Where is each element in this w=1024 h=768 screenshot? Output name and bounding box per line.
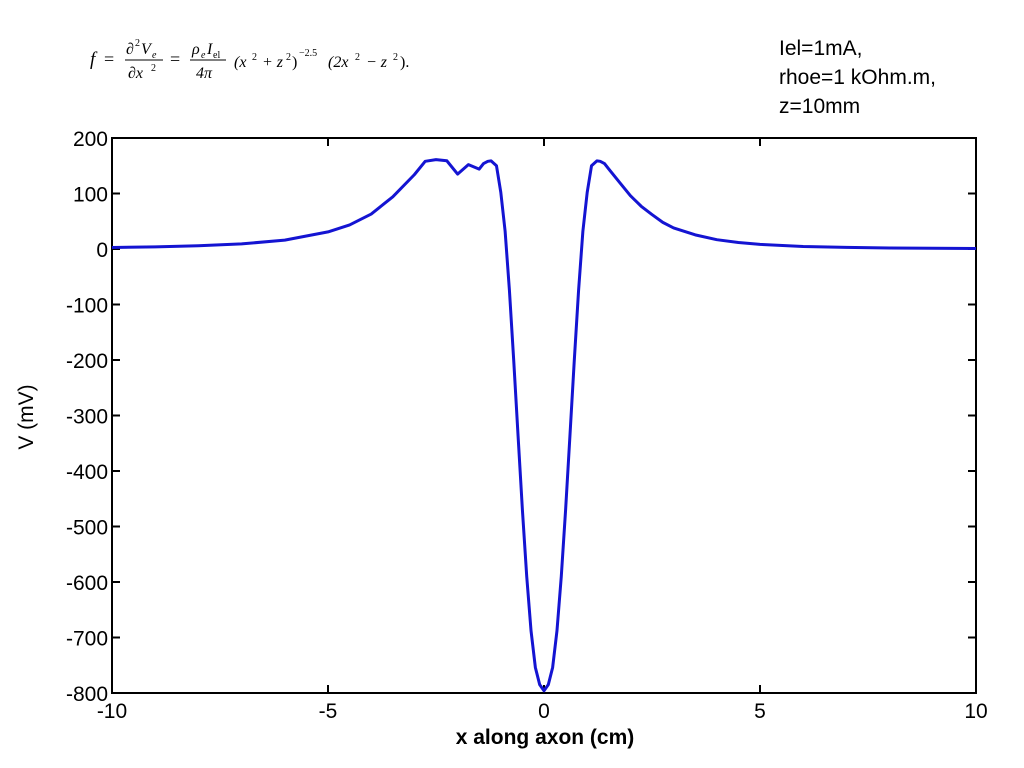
x-tick-label: -5 [319,700,338,723]
formula-x2z2: (x [234,54,246,71]
formula-tail-close: ). [400,54,409,71]
y-tick-label: -300 [66,406,108,429]
tick-marks [111,137,977,694]
formula-equals: = [170,49,180,69]
x-tick-label: 5 [754,700,766,723]
formula-el-sub: el [213,50,220,61]
x-tick-label: 0 [538,700,550,723]
parameter-annotation: Iel=1mA, rhoe=1 kOhm.m, z=10mm [779,34,936,121]
plot-frame [111,137,977,694]
x-axis-label: x along axon (cm) [456,726,635,749]
formula-i: I [206,41,213,58]
param-distance: z=10mm [779,95,861,118]
formula-tail-open: (2x [328,54,348,71]
y-tick-label: 200 [73,128,108,151]
y-axis-label: V (mV) [15,384,38,449]
param-resistivity: rhoe=1 kOhm.m, [779,66,936,89]
series-line [111,158,977,693]
formula-sq: 2 [252,52,257,63]
y-tick-label: 100 [73,184,108,207]
y-tick-label: -700 [66,628,108,651]
y-tick-label: 0 [96,239,108,262]
formula-sq: 2 [151,63,156,74]
formula-plus-z: + z [262,54,284,71]
y-tick-label: -500 [66,517,108,540]
formula-four-pi: 4π [196,65,213,82]
formula-sq: 2 [393,52,398,63]
formula-close: ) [292,54,297,71]
plot-axes [111,137,977,694]
x-tick-label: -10 [97,700,127,723]
formula-sq: 2 [135,38,140,49]
y-tick-label: -400 [66,461,108,484]
param-current: Iel=1mA, [779,37,863,60]
tick-labels: -10 -5 0 5 10 200 100 0 -100 -200 -300 -400 -500 -600… [66,128,988,723]
formula-rho: ρ [191,41,200,58]
y-tick-label: -600 [66,572,108,595]
y-tick-label: -800 [66,683,108,706]
formula-e-sub: e [201,50,206,61]
formula-v: V [141,41,153,58]
formula: f = ∂ 2 V e ∂x 2 = ρ e I el 4π (x 2 + z … [88,30,468,92]
formula-sq: 2 [355,52,360,63]
formula-equals: = [104,49,114,69]
y-tick-label: -100 [66,295,108,318]
formula-e-sub: e [152,50,157,61]
formula-partial: ∂ [126,41,134,58]
y-tick-label: -200 [66,350,108,373]
formula-minus-z: − z [366,54,388,71]
x-tick-label: 10 [964,700,987,723]
formula-f: f [90,49,98,70]
formula-sq: 2 [286,52,291,63]
formula-dx: ∂x [128,65,143,82]
formula-exponent: −2.5 [299,48,317,59]
